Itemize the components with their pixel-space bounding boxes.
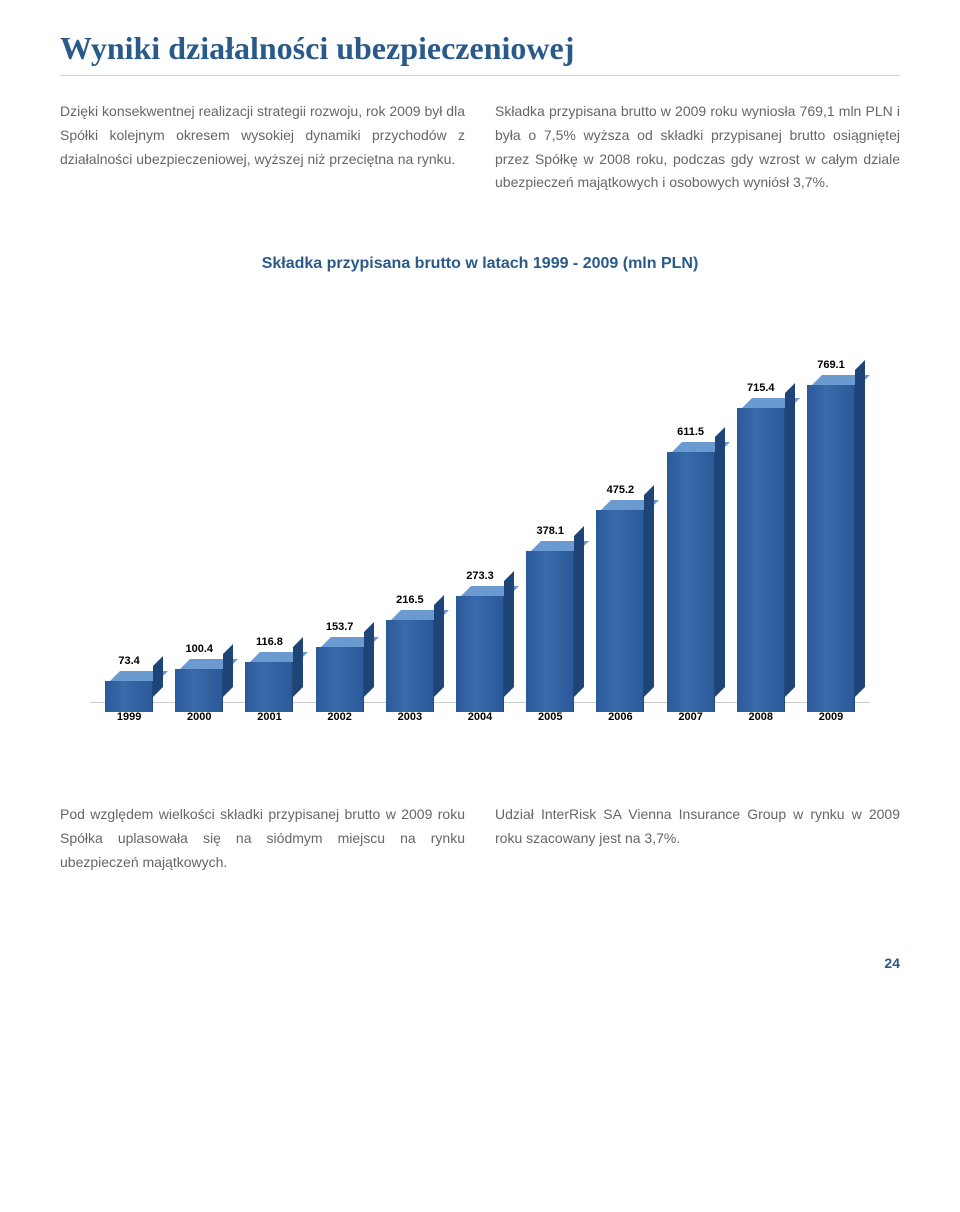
x-axis-label: 1999 [94, 711, 164, 723]
chart-bar: 378.1 [515, 343, 585, 702]
chart-bar: 116.8 [234, 343, 304, 702]
x-axis-label: 2000 [164, 711, 234, 723]
x-axis-label: 2005 [515, 711, 585, 723]
intro-left: Dzięki konsekwentnej realizacji strategi… [60, 100, 465, 195]
bottom-columns: Pod względem wielkości składki przypisan… [60, 803, 900, 874]
x-axis-label: 2007 [656, 711, 726, 723]
bottom-right: Udział InterRisk SA Vienna Insurance Gro… [495, 803, 900, 874]
bar-value-label: 378.1 [536, 525, 564, 537]
x-axis-label: 2003 [375, 711, 445, 723]
intro-columns: Dzięki konsekwentnej realizacji strategi… [60, 100, 900, 195]
chart-bar: 273.3 [445, 343, 515, 702]
x-axis-label: 2006 [585, 711, 655, 723]
chart-bar: 769.1 [796, 343, 866, 702]
chart-bar: 153.7 [305, 343, 375, 702]
chart-bar: 715.4 [726, 343, 796, 702]
bottom-left: Pod względem wielkości składki przypisan… [60, 803, 465, 874]
x-axis-label: 2004 [445, 711, 515, 723]
x-axis-label: 2009 [796, 711, 866, 723]
chart-container: Składka przypisana brutto w latach 1999 … [90, 255, 870, 723]
x-axis-label: 2008 [726, 711, 796, 723]
page-title: Wyniki działalności ubezpieczeniowej [60, 30, 900, 67]
intro-right: Składka przypisana brutto w 2009 roku wy… [495, 100, 900, 195]
bar-value-label: 153.7 [326, 621, 354, 633]
chart-bar: 475.2 [585, 343, 655, 702]
x-axis-label: 2002 [305, 711, 375, 723]
divider [60, 75, 900, 76]
bar-value-label: 73.4 [118, 655, 139, 667]
bar-value-label: 475.2 [607, 484, 635, 496]
bar-value-label: 715.4 [747, 382, 775, 394]
chart-bar: 611.5 [656, 343, 726, 702]
page-number: 24 [60, 955, 900, 971]
bar-value-label: 216.5 [396, 594, 424, 606]
bar-value-label: 769.1 [817, 359, 845, 371]
chart-bar: 100.4 [164, 343, 234, 702]
bar-value-label: 100.4 [186, 643, 214, 655]
chart-bar: 73.4 [94, 343, 164, 702]
chart-bars-area: 73.4 100.4 116.8 153.7 216.5 273.3 378.1 475.2 6… [90, 343, 870, 703]
bar-value-label: 273.3 [466, 570, 494, 582]
bar-value-label: 116.8 [256, 636, 283, 648]
chart-title: Składka przypisana brutto w latach 1999 … [90, 255, 870, 273]
x-axis-label: 2001 [234, 711, 304, 723]
chart-bar: 216.5 [375, 343, 445, 702]
bar-value-label: 611.5 [677, 426, 704, 438]
